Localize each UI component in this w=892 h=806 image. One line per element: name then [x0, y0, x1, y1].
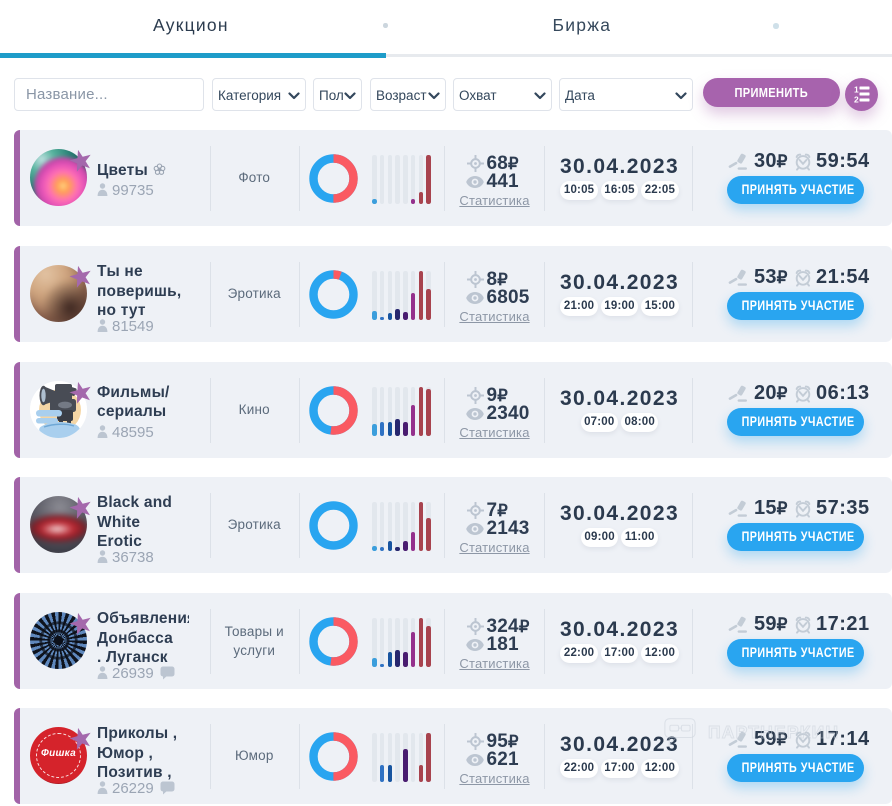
svg-text:1: 1: [854, 85, 859, 95]
svg-text:2: 2: [854, 95, 859, 105]
